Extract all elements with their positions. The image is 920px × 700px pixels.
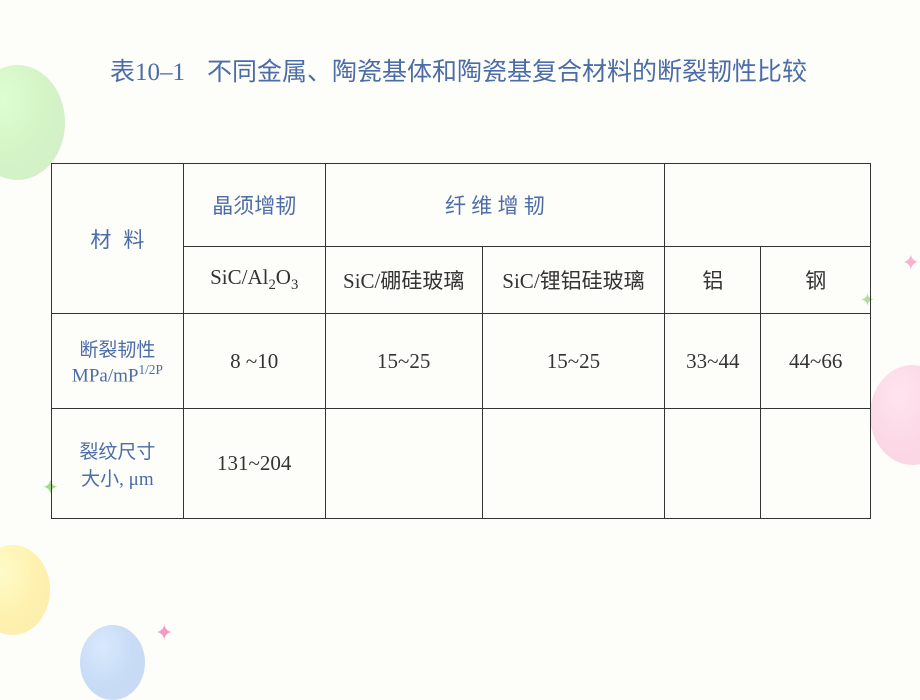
table-title: 表10–1 不同金属、陶瓷基体和陶瓷基复合材料的断裂韧性比较 <box>110 52 807 88</box>
star-decoration: ✦ <box>155 620 173 646</box>
sic-las-header: SiC/锂铝硅玻璃 <box>482 247 664 314</box>
table-cell: 15~25 <box>325 314 482 409</box>
table-cell: 44~66 <box>761 314 871 409</box>
balloon-blue-decoration <box>80 625 145 700</box>
table-cell <box>482 409 664 519</box>
aluminum-header: 铝 <box>665 247 761 314</box>
fiber-header: 纤 维 增 韧 <box>325 164 665 247</box>
empty-header <box>665 164 871 247</box>
title-text: 不同金属、陶瓷基体和陶瓷基复合材料的断裂韧性比较 <box>207 59 807 86</box>
star-decoration: ✦ <box>902 250 920 276</box>
comparison-table: 材料 晶须增韧 纤 维 增 韧 SiC/Al2O3 SiC/硼硅玻璃 SiC/锂… <box>51 163 871 519</box>
material-header: 材料 <box>78 228 156 252</box>
balloon-yellow-decoration <box>0 545 50 635</box>
table-cell <box>665 409 761 519</box>
table-cell: 33~44 <box>665 314 761 409</box>
balloon-pink-decoration <box>870 365 920 465</box>
crack-size-label: 裂纹尺寸大小, μm <box>52 409 184 519</box>
table-cell: 8 ~10 <box>183 314 325 409</box>
fracture-toughness-label: 断裂韧性MPa/mP1/2P <box>52 314 184 409</box>
table-cell: 131~204 <box>183 409 325 519</box>
sic-al2o3-header: SiC/Al2O3 <box>183 247 325 314</box>
steel-header: 钢 <box>761 247 871 314</box>
whisker-header: 晶须增韧 <box>183 164 325 247</box>
sic-borosilicate-header: SiC/硼硅玻璃 <box>325 247 482 314</box>
title-number: 表10–1 <box>110 59 185 86</box>
table-cell <box>325 409 482 519</box>
table-cell: 15~25 <box>482 314 664 409</box>
table-cell <box>761 409 871 519</box>
